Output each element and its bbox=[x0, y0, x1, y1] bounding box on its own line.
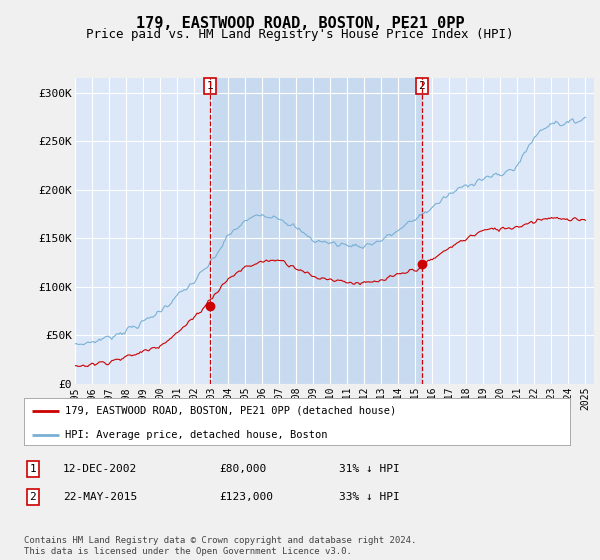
Text: Contains HM Land Registry data © Crown copyright and database right 2024.
This d: Contains HM Land Registry data © Crown c… bbox=[24, 536, 416, 556]
Text: £80,000: £80,000 bbox=[219, 464, 266, 474]
Text: 22-MAY-2015: 22-MAY-2015 bbox=[63, 492, 137, 502]
Text: 179, EASTWOOD ROAD, BOSTON, PE21 0PP: 179, EASTWOOD ROAD, BOSTON, PE21 0PP bbox=[136, 16, 464, 31]
Bar bbox=[210, 78, 422, 384]
Text: 1: 1 bbox=[207, 81, 214, 91]
Text: HPI: Average price, detached house, Boston: HPI: Average price, detached house, Bost… bbox=[65, 430, 328, 440]
Text: Price paid vs. HM Land Registry's House Price Index (HPI): Price paid vs. HM Land Registry's House … bbox=[86, 28, 514, 41]
Text: 179, EASTWOOD ROAD, BOSTON, PE21 0PP (detached house): 179, EASTWOOD ROAD, BOSTON, PE21 0PP (de… bbox=[65, 406, 396, 416]
Text: 2: 2 bbox=[29, 492, 37, 502]
Text: 12-DEC-2002: 12-DEC-2002 bbox=[63, 464, 137, 474]
Text: 1: 1 bbox=[29, 464, 37, 474]
Text: 33% ↓ HPI: 33% ↓ HPI bbox=[339, 492, 400, 502]
Text: 31% ↓ HPI: 31% ↓ HPI bbox=[339, 464, 400, 474]
Text: £123,000: £123,000 bbox=[219, 492, 273, 502]
Text: 2: 2 bbox=[418, 81, 425, 91]
